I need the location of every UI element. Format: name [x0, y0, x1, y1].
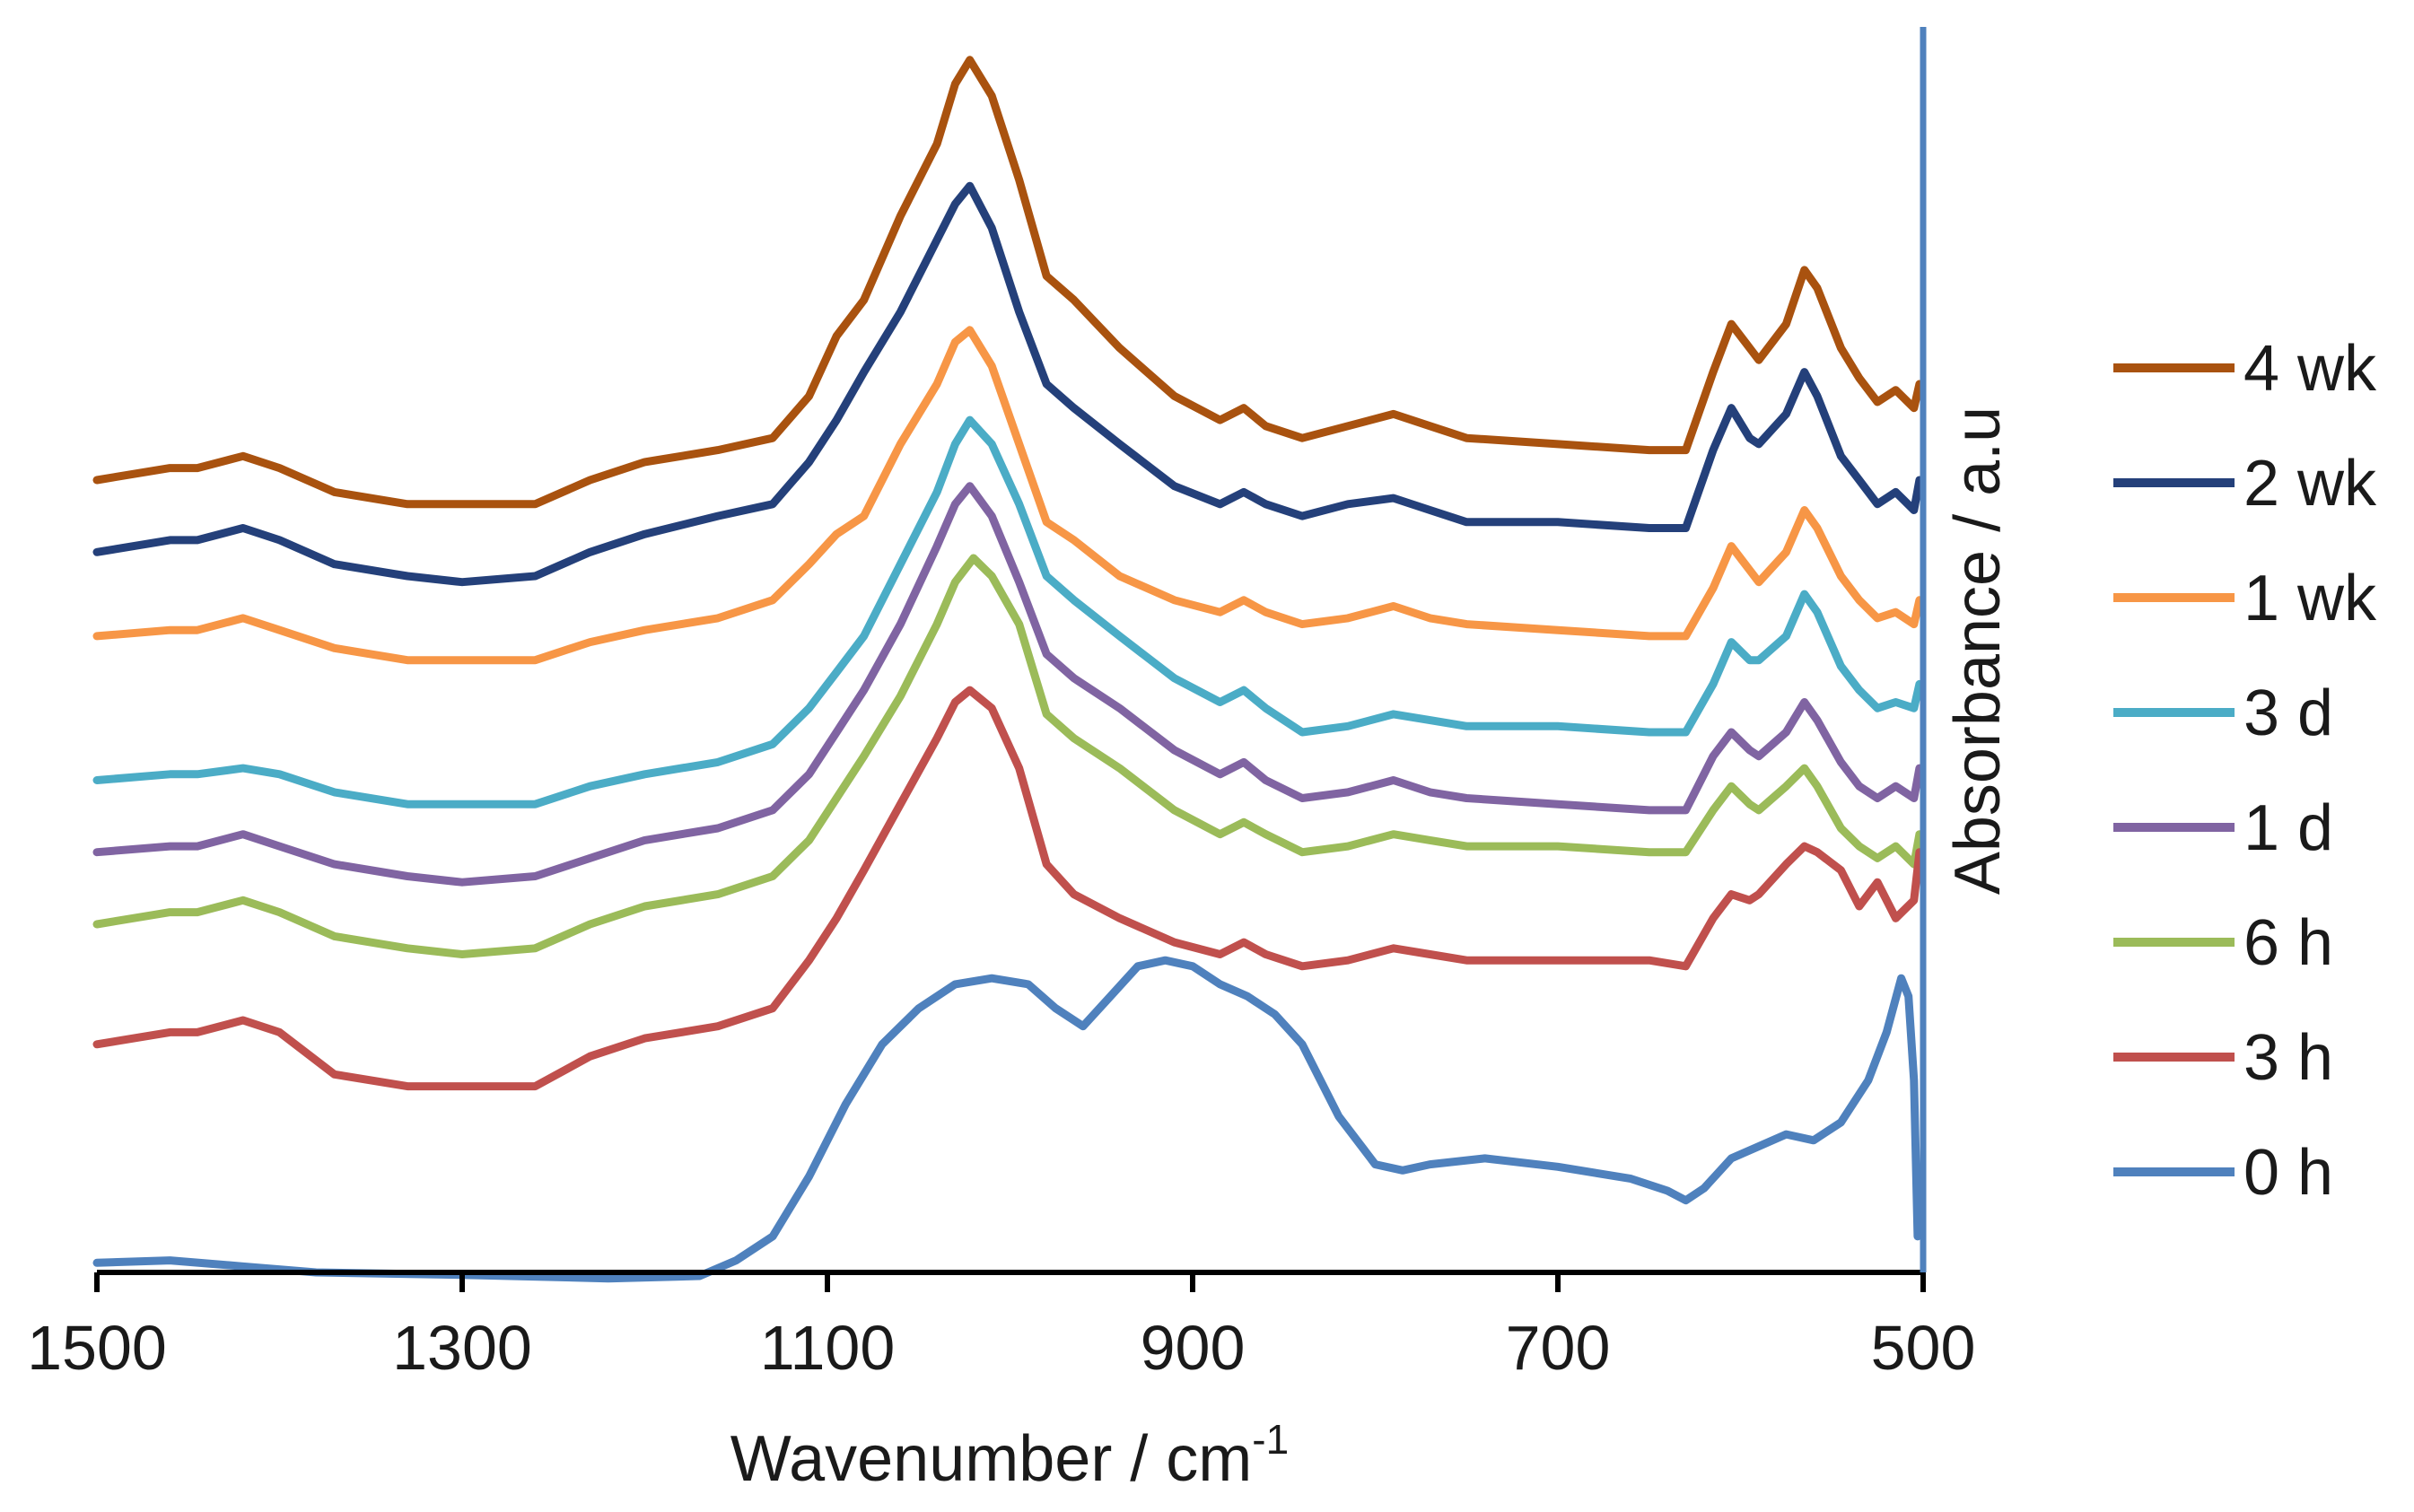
legend-label: 6 h: [2243, 907, 2333, 979]
x-tick-layer: 1500 1300 1100 900 700 500: [27, 1272, 1975, 1383]
legend-entry-4-wk: 4 wk: [2113, 333, 2377, 405]
legend-entry-2-wk: 2 wk: [2113, 448, 2377, 520]
legend-entry-3-d: 3 d: [2113, 677, 2333, 749]
legend: 4 wk 2 wk 1 wk 3 d 1 d 6 h 3 h 0 h: [2113, 333, 2377, 1209]
series-line-2-wk: [92, 181, 1924, 587]
legend-entry-1-wk: 1 wk: [2113, 563, 2377, 634]
legend-label: 3 h: [2243, 1022, 2333, 1094]
series-line-0-h: [92, 956, 1922, 1283]
legend-label: 3 d: [2243, 677, 2333, 749]
legend-label: 4 wk: [2243, 333, 2377, 405]
series-line-1-d: [92, 482, 1924, 887]
x-axis-title-superscript: -1: [1252, 1416, 1289, 1463]
y-axis-title: Absorbance / a.u: [1942, 406, 2014, 895]
series-line-3-d: [92, 415, 1924, 808]
series-line-4-wk: [92, 56, 1924, 509]
x-tick-label-500: 500: [1871, 1313, 1976, 1383]
series-layer: [92, 56, 1924, 1283]
series-line-6-h: [92, 554, 1924, 958]
series-line-3-h: [92, 686, 1924, 1091]
legend-entry-1-d: 1 d: [2113, 792, 2333, 864]
legend-label: 2 wk: [2243, 448, 2377, 520]
x-tick-label-1100: 1100: [760, 1313, 896, 1383]
x-tick-label-1300: 1300: [392, 1313, 532, 1383]
x-tick-label-900: 900: [1141, 1313, 1246, 1383]
legend-entry-6-h: 6 h: [2113, 907, 2333, 979]
series-line-1-wk: [92, 326, 1924, 665]
x-axis-title-text: Wavenumber / cm: [730, 1423, 1252, 1495]
legend-entry-0-h: 0 h: [2113, 1137, 2333, 1209]
legend-entry-3-h: 3 h: [2113, 1022, 2333, 1094]
legend-label: 1 wk: [2243, 563, 2377, 634]
x-tick-label-1500: 1500: [27, 1313, 167, 1383]
x-tick-label-700: 700: [1506, 1313, 1611, 1383]
legend-label: 0 h: [2243, 1137, 2333, 1209]
x-axis-title: Wavenumber / cm-1: [730, 1416, 1289, 1495]
legend-label: 1 d: [2243, 792, 2333, 864]
